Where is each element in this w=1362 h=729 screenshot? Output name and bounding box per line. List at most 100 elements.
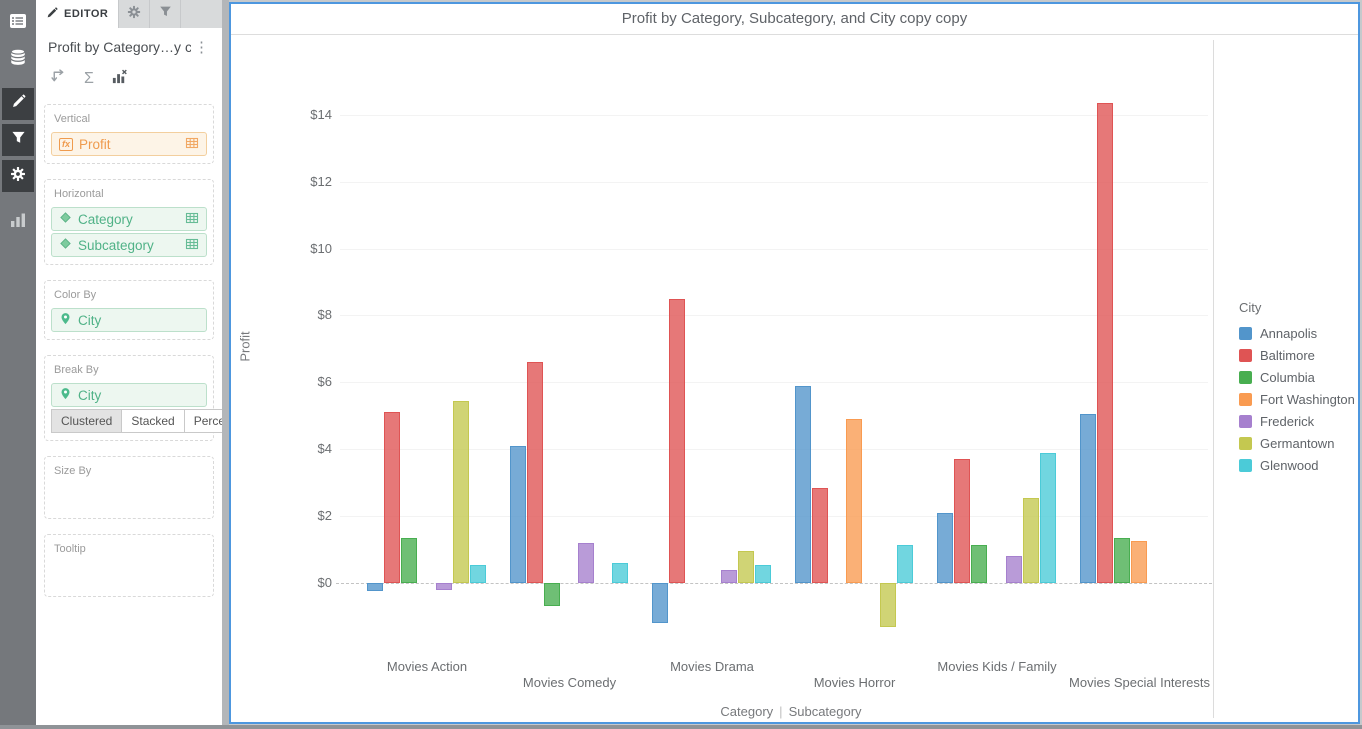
tab-filters[interactable]: [150, 0, 182, 28]
legend-swatch: [1239, 437, 1252, 450]
size-by-label: Size By: [54, 465, 92, 477]
legend-item[interactable]: Glenwood: [1239, 458, 1319, 473]
grid-icon[interactable]: [185, 211, 199, 228]
legend-item[interactable]: Baltimore: [1239, 348, 1315, 363]
y-tick-label: $10: [310, 240, 332, 256]
x-axis-title: Category | Subcategory: [531, 704, 1051, 719]
gridline: [340, 181, 1208, 183]
bar-annapolis-2[interactable]: [652, 583, 669, 624]
attributes-list-button[interactable]: [2, 7, 34, 39]
legend-item[interactable]: Annapolis: [1239, 326, 1317, 341]
chart-type-button[interactable]: [2, 206, 34, 238]
bar-glenwood-2[interactable]: [754, 564, 771, 583]
funnel-icon: [159, 5, 172, 23]
bar-annapolis-4[interactable]: [937, 512, 954, 583]
tab-editor[interactable]: EDITOR: [36, 0, 120, 28]
vertical-field-profit[interactable]: fx Profit: [51, 132, 207, 156]
vertical-field-text: Profit: [79, 136, 111, 152]
bar-columbia-5[interactable]: [1113, 537, 1130, 583]
legend-item[interactable]: Frederick: [1239, 414, 1314, 429]
y-axis-title: Profit: [237, 331, 253, 362]
legend-label: Annapolis: [1260, 326, 1318, 341]
bar-annapolis-5[interactable]: [1079, 414, 1096, 583]
color-by-field-city[interactable]: City: [51, 308, 207, 332]
legend-label: Germantown: [1260, 436, 1335, 451]
bar-fort-washington-5[interactable]: [1130, 541, 1147, 583]
bar-columbia-1[interactable]: [543, 583, 560, 607]
bar-glenwood-3[interactable]: [897, 544, 914, 583]
zero-line: [336, 583, 1212, 584]
chart-clear-icon[interactable]: [111, 68, 128, 90]
bar-annapolis-0[interactable]: [367, 583, 384, 592]
bar-columbia-4[interactable]: [971, 544, 988, 583]
break-by-label: Break By: [54, 364, 99, 376]
settings-button[interactable]: [2, 160, 34, 192]
legend-swatch: [1239, 371, 1252, 384]
gridline: [340, 516, 1208, 518]
bar-baltimore-2[interactable]: [669, 298, 686, 583]
filters-button[interactable]: [2, 124, 34, 156]
bar-germantown-2[interactable]: [737, 551, 754, 583]
y-tick-label: $0: [317, 575, 332, 590]
x-category-label: Movies Horror: [813, 675, 896, 690]
bar-baltimore-3[interactable]: [811, 487, 828, 583]
bar-baltimore-1[interactable]: [526, 362, 543, 583]
tab-settings[interactable]: [119, 0, 151, 28]
section-horizontal: Horizontal Category Subcategory: [44, 179, 214, 265]
bar-baltimore-5[interactable]: [1096, 103, 1113, 583]
x-category-label: Movies Action: [386, 659, 468, 674]
gridline: [340, 315, 1208, 317]
y-tick-label: $8: [317, 307, 332, 323]
mode-clustered-button[interactable]: Clustered: [51, 409, 123, 433]
bar-germantown-3[interactable]: [880, 583, 897, 627]
horizontal-field-category[interactable]: Category: [51, 207, 207, 231]
legend-item[interactable]: Germantown: [1239, 436, 1334, 451]
vertical-label: Vertical: [54, 113, 91, 125]
grid-icon[interactable]: [185, 136, 199, 153]
chart-widget: Profit by Category, Subcategory, and Cit…: [229, 2, 1360, 724]
legend-item[interactable]: Fort Washington: [1239, 392, 1355, 407]
bar-columbia-0[interactable]: [401, 537, 418, 583]
section-tooltip[interactable]: Tooltip: [44, 534, 214, 597]
bar-frederick-1[interactable]: [578, 542, 594, 583]
x-category-label: Movies Drama: [670, 659, 754, 674]
legend-label: Fort Washington: [1260, 392, 1355, 407]
legend-label: Baltimore: [1260, 348, 1315, 363]
grid-icon[interactable]: [185, 237, 199, 254]
bar-glenwood-1[interactable]: [612, 562, 629, 583]
mode-stacked-button[interactable]: Stacked: [121, 409, 185, 433]
funnel-icon: [11, 130, 26, 150]
bar-frederick-2[interactable]: [720, 569, 737, 583]
bar-glenwood-0[interactable]: [469, 564, 486, 583]
horizontal-field-subcategory[interactable]: Subcategory: [51, 233, 207, 257]
datasource-button[interactable]: [2, 43, 34, 75]
horizontal-label: Horizontal: [54, 188, 104, 200]
kebab-menu-icon[interactable]: ⋮: [194, 39, 209, 56]
bar-baltimore-4[interactable]: [954, 459, 971, 583]
gridline: [340, 248, 1208, 250]
bar-germantown-0[interactable]: [452, 400, 469, 583]
bar-chart-icon: [10, 212, 26, 233]
edit-chart-button[interactable]: [2, 88, 34, 120]
bar-frederick-4[interactable]: [1005, 556, 1022, 583]
diamond-icon: [59, 237, 72, 253]
bar-germantown-4[interactable]: [1022, 497, 1039, 583]
break-by-field-city[interactable]: City: [51, 383, 207, 407]
section-size-by[interactable]: Size By: [44, 456, 214, 519]
bar-fort-washington-3[interactable]: [845, 419, 862, 583]
pencil-icon: [11, 94, 26, 114]
bar-glenwood-4[interactable]: [1039, 452, 1056, 583]
color-by-label: Color By: [54, 289, 97, 301]
panel-divider: [222, 0, 229, 725]
y-tick-label: $14: [310, 106, 332, 122]
horizontal-field-text: Category: [78, 211, 133, 227]
sigma-aggregate-icon[interactable]: Σ: [84, 70, 94, 87]
legend-label: Glenwood: [1260, 458, 1319, 473]
bar-annapolis-1[interactable]: [509, 445, 526, 583]
bar-annapolis-3[interactable]: [794, 385, 811, 583]
swap-axes-icon[interactable]: [50, 68, 67, 90]
bar-baltimore-0[interactable]: [384, 412, 401, 583]
legend-item[interactable]: Columbia: [1239, 370, 1315, 385]
bar-frederick-0[interactable]: [435, 583, 452, 590]
gridline: [340, 449, 1208, 451]
